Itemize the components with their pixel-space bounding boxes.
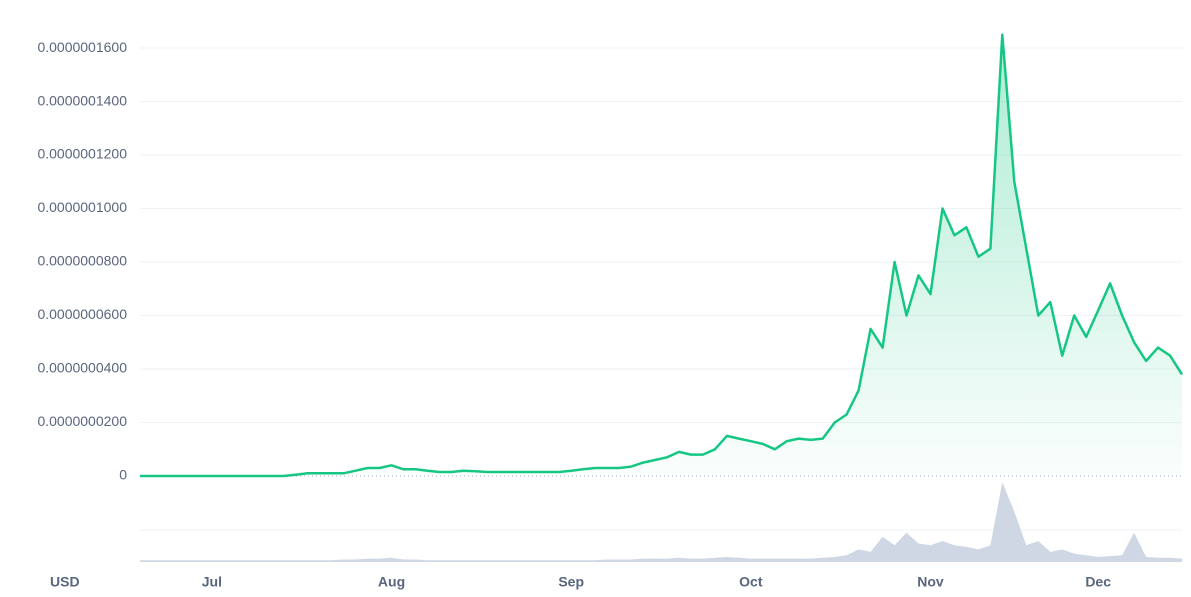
y-tick-label: 0.0000001200 bbox=[37, 146, 127, 162]
volume-area bbox=[140, 482, 1182, 562]
x-tick-label: Aug bbox=[378, 574, 405, 590]
y-tick-label: 0.0000000200 bbox=[37, 413, 127, 429]
y-tick-label: 0 bbox=[119, 467, 127, 483]
y-tick-label: 0.0000001600 bbox=[37, 39, 127, 55]
x-tick-label: Dec bbox=[1085, 574, 1111, 590]
y-tick-label: 0.0000000800 bbox=[37, 253, 127, 269]
price-area bbox=[140, 34, 1182, 476]
y-tick-label: 0.0000000400 bbox=[37, 360, 127, 376]
y-tick-label: 0.0000001400 bbox=[37, 92, 127, 108]
price-line bbox=[140, 33, 1184, 478]
x-tick-label: Jul bbox=[202, 574, 222, 590]
currency-label: USD bbox=[50, 574, 80, 590]
y-tick-label: 0.0000001000 bbox=[37, 199, 127, 215]
x-tick-label: Oct bbox=[739, 574, 763, 590]
x-tick-label: Sep bbox=[558, 574, 584, 590]
y-tick-label: 0.0000000600 bbox=[37, 306, 127, 322]
x-tick-label: Nov bbox=[917, 574, 944, 590]
